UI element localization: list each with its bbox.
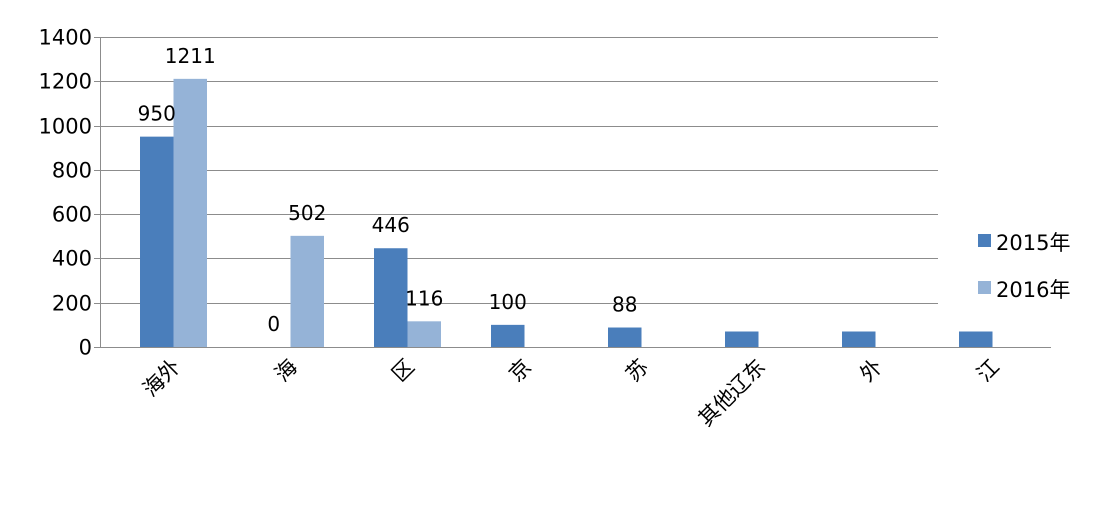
bar-series-1-category-1 xyxy=(140,136,174,347)
y-axis-tick-label: 1200 xyxy=(39,70,92,94)
y-axis-tick-label: 1400 xyxy=(39,26,92,50)
y-axis-tick-label: 200 xyxy=(52,292,92,316)
legend-label: 2015年 xyxy=(996,231,1070,255)
data-label: 950 xyxy=(138,102,176,126)
bar-series-1-category-5 xyxy=(608,327,642,347)
legend-label: 2016年 xyxy=(996,278,1070,302)
legend-swatch xyxy=(978,281,991,294)
y-axis-tick-label: 400 xyxy=(52,247,92,271)
x-axis-category-label: 江 xyxy=(972,355,1004,387)
bar-series-1-category-6 xyxy=(725,331,759,347)
x-axis-category-label: 其他辽东 xyxy=(694,355,770,431)
legend-item-series-1: 2015年 xyxy=(978,231,1070,255)
bar-series-1-category-8 xyxy=(959,331,993,347)
y-axis-tick-labels: 0 200 400 600 800 1000 1200 1400 xyxy=(39,26,92,360)
x-axis-category-label: 区 xyxy=(387,355,419,387)
y-axis-tick-label: 800 xyxy=(52,159,92,183)
x-axis-category-label: 外 xyxy=(855,355,887,387)
y-axis-tick-label: 1000 xyxy=(39,115,92,139)
bars xyxy=(140,78,993,347)
data-label: 502 xyxy=(288,201,326,225)
bar-series-2-category-2 xyxy=(290,235,324,347)
bar-series-2-category-3 xyxy=(407,321,441,347)
y-axis-tick-label: 600 xyxy=(52,203,92,227)
bar-series-1-category-7 xyxy=(842,331,876,347)
x-axis-category-label: 苏 xyxy=(621,355,653,387)
axes xyxy=(94,37,1051,348)
data-label: 88 xyxy=(612,293,637,317)
gridlines xyxy=(100,37,938,304)
bar-series-1-category-3 xyxy=(374,248,408,347)
data-label: 100 xyxy=(489,290,527,314)
data-labels: 950 0 446 100 88 1211 502 116 xyxy=(138,44,638,336)
data-label: 1211 xyxy=(165,44,216,68)
legend-swatch xyxy=(978,234,991,247)
legend-item-series-2: 2016年 xyxy=(978,278,1070,302)
x-axis-category-labels: 海外 海 区 京 苏 其他辽东 外 江 xyxy=(138,355,1004,431)
x-axis-category-label: 海外 xyxy=(138,355,185,402)
data-label: 446 xyxy=(372,213,410,237)
bar-series-2-category-1 xyxy=(173,78,207,347)
legend: 2015年 2016年 xyxy=(978,231,1070,302)
data-label: 116 xyxy=(405,286,443,310)
data-label: 0 xyxy=(267,312,280,336)
bar-series-1-category-4 xyxy=(491,324,525,347)
y-axis-tick-label: 0 xyxy=(79,336,92,360)
x-axis-category-label: 京 xyxy=(504,355,536,387)
x-axis-category-label: 海 xyxy=(270,355,302,387)
